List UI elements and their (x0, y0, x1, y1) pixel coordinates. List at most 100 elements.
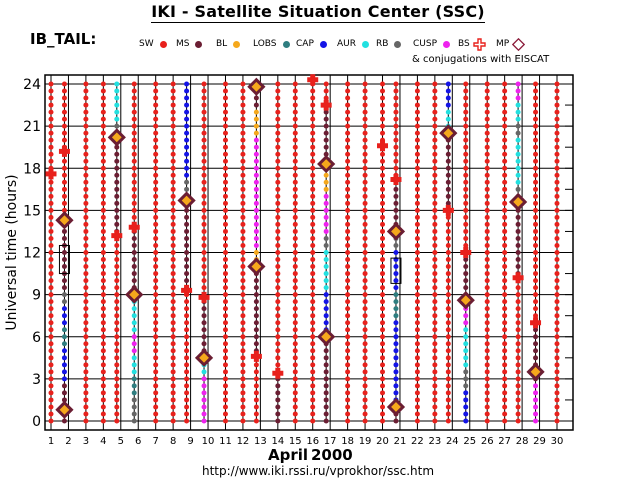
data-point-rb (323, 235, 329, 241)
data-point-sw (153, 228, 159, 234)
data-point-sw (515, 376, 521, 382)
data-point-sw (432, 221, 438, 227)
data-point-sw (432, 144, 438, 150)
data-point-sw (83, 88, 89, 94)
data-point-sw (83, 116, 89, 122)
data-point-cusp (533, 418, 539, 424)
data-point-sw (61, 116, 67, 122)
data-point-ms (253, 95, 259, 101)
data-point-sw (275, 207, 281, 213)
data-point-sw (463, 109, 469, 115)
data-point-sw (310, 313, 316, 319)
data-point-sw (310, 278, 316, 284)
data-point-cap (393, 369, 399, 375)
data-point-sw (393, 130, 399, 136)
data-point-ms (275, 383, 281, 389)
data-point-sw (432, 257, 438, 263)
legend-item-aur: AUR (337, 35, 372, 53)
data-point-sw (362, 158, 368, 164)
data-point-ms (114, 165, 120, 171)
data-point-sw (48, 390, 54, 396)
data-point-sw (100, 355, 106, 361)
data-point-sw (83, 257, 89, 263)
data-point-sw (362, 348, 368, 354)
data-point-sw (432, 313, 438, 319)
data-point-sw (100, 200, 106, 206)
data-point-sw (533, 285, 539, 291)
data-point-sw (170, 165, 176, 171)
data-point-sw (153, 172, 159, 178)
data-point-sw (292, 376, 298, 382)
data-point-sw (131, 165, 137, 171)
data-point-sw (515, 292, 521, 298)
data-point-sw (275, 116, 281, 122)
data-point-sw (362, 228, 368, 234)
data-point-sw (432, 404, 438, 410)
data-point-sw (292, 186, 298, 192)
data-point-sw (432, 116, 438, 122)
data-point-sw (100, 123, 106, 129)
data-point-sw (515, 411, 521, 417)
data-point-sw (414, 179, 420, 185)
x-tick-label: 27 (498, 436, 511, 447)
data-point-sw (554, 200, 560, 206)
data-point-sw (100, 193, 106, 199)
data-point-sw (292, 193, 298, 199)
data-point-sw (463, 242, 469, 248)
data-point-sw (100, 109, 106, 115)
data-point-sw (114, 369, 120, 375)
data-point-aur (515, 109, 521, 115)
data-point-sw (345, 404, 351, 410)
data-point-sw (380, 327, 386, 333)
data-point-ms (463, 257, 469, 263)
data-point-sw (345, 88, 351, 94)
data-point-cap (184, 151, 190, 157)
data-point-sw (380, 151, 386, 157)
data-point-sw (292, 355, 298, 361)
eiscat-conjugation-box (390, 257, 402, 284)
data-point-sw (100, 144, 106, 150)
data-point-sw (275, 278, 281, 284)
data-point-sw (414, 264, 420, 270)
data-point-sw (345, 250, 351, 255)
data-point-ms (393, 193, 399, 199)
data-point-ms (114, 214, 120, 220)
data-point-sw (83, 299, 89, 305)
data-point-sw (463, 179, 469, 185)
data-point-sw (380, 341, 386, 347)
data-point-sw (432, 278, 438, 284)
data-point-sw (48, 235, 54, 241)
data-point-sw (414, 341, 420, 347)
data-point-sw (153, 306, 159, 312)
data-point-sw (114, 362, 120, 368)
data-point-sw (201, 165, 207, 171)
footer-url[interactable]: http://www.iki.rssi.ru/vprokhor/ssc.htm (201, 464, 435, 478)
data-point-sw (100, 334, 106, 340)
data-point-sw (292, 235, 298, 241)
data-point-sw (48, 271, 54, 277)
data-point-sw (222, 186, 228, 192)
data-point-ms (61, 257, 67, 263)
data-point-cap (61, 313, 67, 319)
data-point-sw (502, 292, 508, 298)
data-point-sw (292, 348, 298, 354)
data-point-aur (323, 278, 329, 284)
data-point-sw (502, 123, 508, 129)
data-point-sw (310, 158, 316, 164)
data-point-cusp (253, 137, 259, 143)
data-point-sw (61, 193, 67, 199)
data-point-sw (345, 81, 351, 87)
data-point-ms (184, 235, 190, 241)
data-point-sw (131, 116, 137, 122)
data-point-ms (323, 418, 329, 424)
data-point-sw (484, 109, 490, 115)
legend-diamond-icon (512, 37, 526, 51)
data-point-sw (240, 144, 246, 150)
data-point-sw (61, 81, 67, 87)
data-point-sw (170, 158, 176, 164)
data-point-sw (240, 257, 246, 263)
data-point-sw (484, 228, 490, 234)
data-point-sw (48, 214, 54, 220)
data-point-sw (515, 383, 521, 389)
bow-shock-marker (460, 247, 472, 258)
